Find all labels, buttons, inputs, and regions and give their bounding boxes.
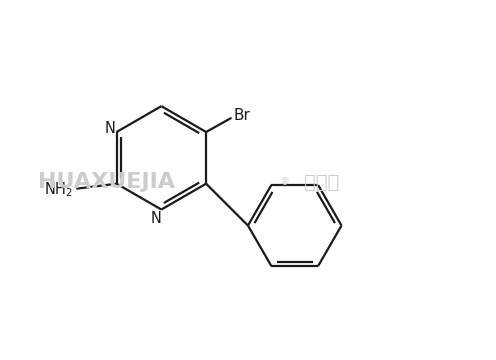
Text: Br: Br xyxy=(234,108,250,123)
Text: N: N xyxy=(105,121,116,136)
Text: NH$_2$: NH$_2$ xyxy=(44,180,73,199)
Text: 化学加: 化学加 xyxy=(304,173,339,192)
Text: HUAXUEJIA: HUAXUEJIA xyxy=(38,172,175,193)
Text: ®: ® xyxy=(280,177,289,188)
Text: N: N xyxy=(151,211,162,226)
